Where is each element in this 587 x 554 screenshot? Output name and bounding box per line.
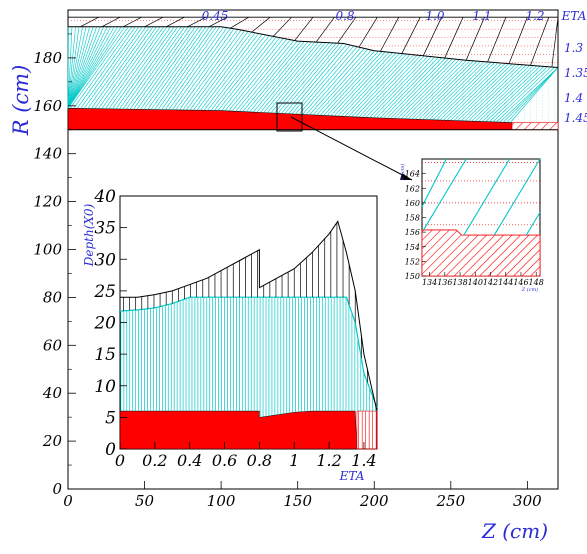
- inset-y-tick-label: 15: [94, 345, 116, 365]
- y-tick-label: 60: [43, 336, 63, 354]
- inset-x-axis-label: ETA: [339, 469, 365, 483]
- inset-y-tick-label: 25: [93, 282, 116, 302]
- zoom-y-tick-label: 150: [405, 272, 420, 281]
- depth-red-area: [120, 411, 357, 449]
- zoom-y-tick-label: 158: [405, 214, 420, 223]
- eta-top-label: 1.2: [525, 9, 544, 23]
- eta-right-label: 1.45: [564, 111, 587, 125]
- eta-title: ETA: [561, 9, 587, 23]
- zoom-presampler: [422, 230, 540, 276]
- y-tick-label: 160: [33, 97, 62, 115]
- x-axis-label: Z (cm): [481, 519, 548, 543]
- eta-top-label: 1.1: [472, 9, 491, 23]
- presampler-end-hatch: [512, 123, 558, 130]
- x-tick-label: 100: [207, 492, 236, 510]
- inset-y-tick-label: 40: [93, 187, 116, 207]
- inset-y-tick-label: 0: [105, 440, 116, 460]
- inset-y-tick-label: 30: [94, 250, 116, 270]
- inset-x-tick-label: 0: [115, 451, 125, 470]
- inset-x-tick-label: 0.4: [177, 451, 202, 470]
- zoom-y-tick-label: 162: [405, 184, 420, 193]
- inset-y-tick-label: 35: [94, 219, 116, 239]
- depth-inset: 0 0.2 0.4 0.6 0.8 1 1.2 1.4 0 5 10 15 20 25 30 35 40 ETA D…: [82, 187, 377, 483]
- eta-right-label: 1.3: [564, 41, 583, 55]
- zoom-x-tick-label: 140: [468, 278, 483, 287]
- inset-y-tick-label: 10: [94, 377, 116, 397]
- inset-y-tick-label: 5: [105, 408, 116, 428]
- zoom-y-tick-label: 156: [405, 228, 420, 237]
- eta-top-label: 0.8: [335, 9, 354, 23]
- zoom-x-tick-label: 142: [483, 278, 498, 287]
- zoom-y-tick-label: 154: [405, 243, 420, 252]
- zoom-x-tick-label: 138: [452, 278, 467, 287]
- inset-x-tick-label: 1.4: [351, 451, 376, 470]
- x-tick-label: 300: [513, 492, 542, 510]
- zoom-y-tick-label: 160: [405, 199, 420, 208]
- zoom-y-tick-label: 152: [405, 257, 420, 266]
- eta-top-label: 0.45: [202, 9, 229, 23]
- zoom-x-axis-label: Z (cm): [521, 286, 539, 293]
- eta-top-label: 1.0: [425, 9, 444, 23]
- zoom-x-tick-label: 144: [498, 278, 513, 287]
- zoom-x-tick-label: 148: [529, 278, 544, 287]
- inset-x-tick-label: 0.6: [212, 451, 237, 470]
- y-tick-label: 80: [43, 288, 63, 306]
- x-tick-label: 150: [283, 492, 312, 510]
- x-tick-label: 0: [63, 492, 73, 510]
- y-axis-label: R (cm): [9, 65, 33, 137]
- y-tick-label: 40: [42, 384, 63, 402]
- y-tick-label: 100: [33, 241, 62, 259]
- inset-y-tick-label: 20: [93, 314, 116, 334]
- inset-y-axis-label: Depth(X0): [82, 203, 96, 267]
- y-tick-label: 180: [33, 49, 62, 67]
- zoom-x-tick-label: 146: [513, 278, 528, 287]
- y-tick-label: 120: [33, 193, 62, 211]
- inset-x-tick-label: 1.2: [316, 451, 341, 470]
- inset-x-tick-label: 0.8: [247, 451, 272, 470]
- inset-x-tick-label: 1: [289, 451, 299, 470]
- zoom-y-tick-label: 164: [405, 170, 420, 179]
- inset-x-tick-label: 0.2: [142, 451, 167, 470]
- eta-right-label: 1.4: [564, 91, 583, 105]
- x-tick-label: 200: [359, 492, 389, 510]
- eta-right-label: 1.35: [564, 66, 587, 80]
- x-tick-label: 50: [135, 492, 155, 510]
- y-tick-label: 140: [33, 145, 62, 163]
- y-tick-label: 0: [52, 480, 62, 498]
- zoom-x-tick-label: 134: [422, 278, 437, 287]
- zoom-y-axis-label: R (cm): [399, 164, 406, 182]
- zoom-x-tick-label: 136: [437, 278, 452, 287]
- x-tick-label: 250: [435, 492, 465, 510]
- y-tick-label: 20: [42, 432, 63, 450]
